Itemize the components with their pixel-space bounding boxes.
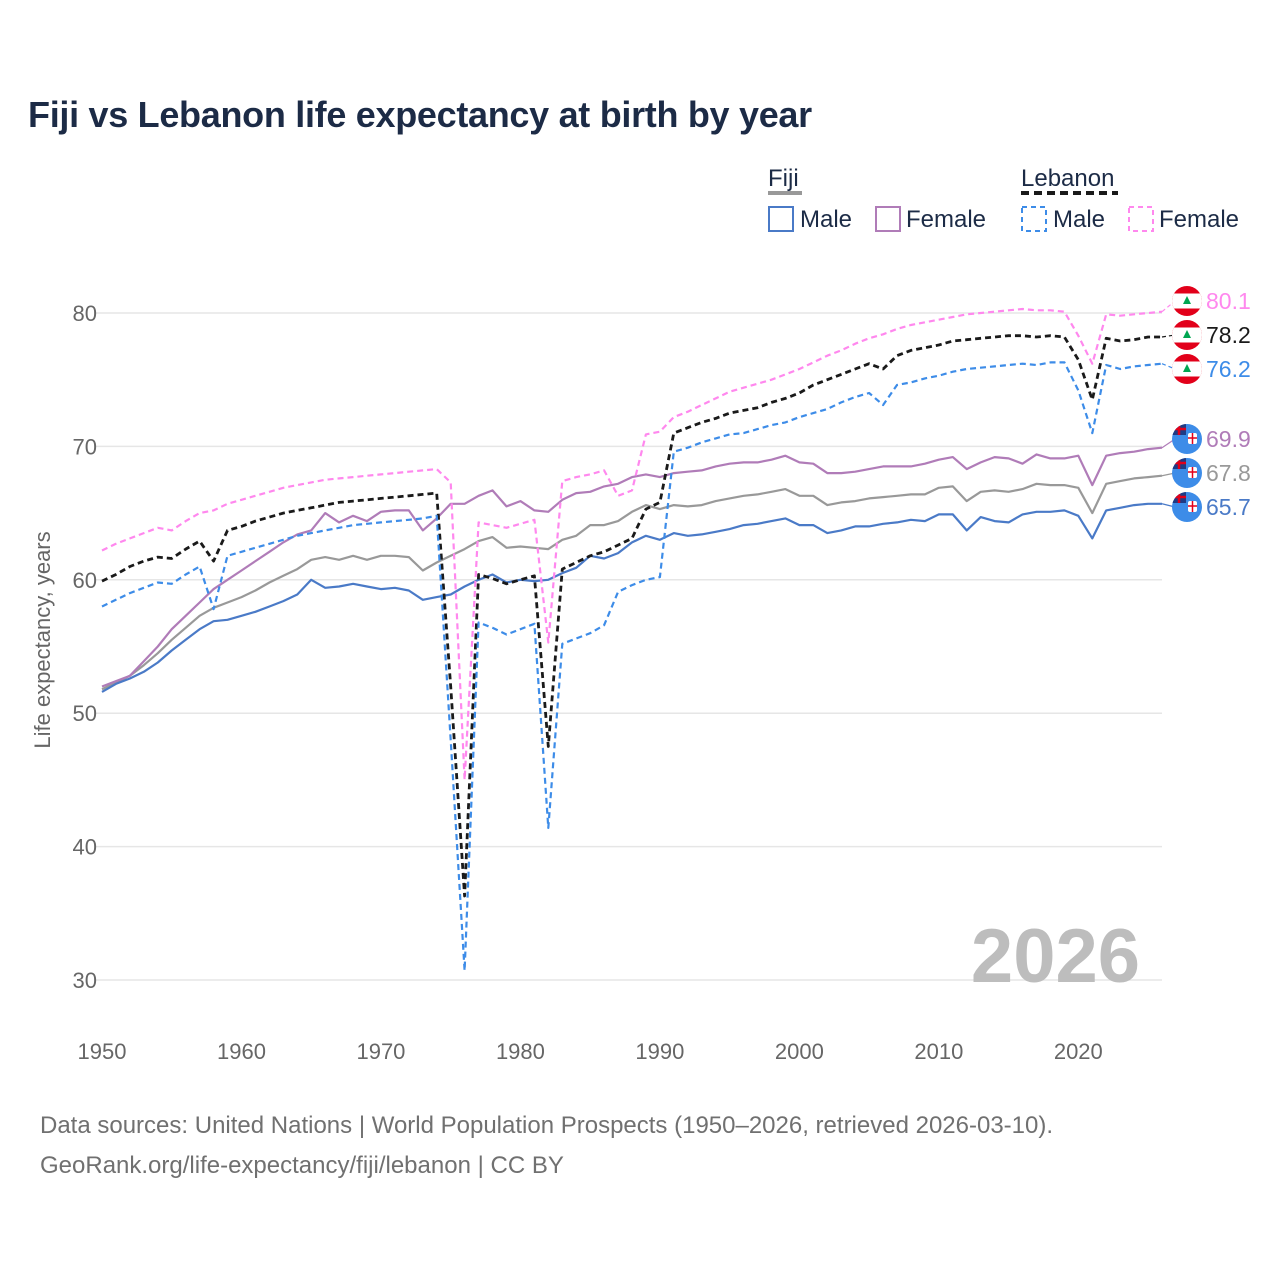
legend-fiji-title: Fiji [768, 165, 799, 192]
end-label-connector [1161, 363, 1176, 370]
end-labels: 80.1 78.2 76.2 69.9 67.8 65.7 [1161, 286, 1251, 522]
life-expectancy-chart: 30 40 50 60 70 80 1950 1960 1970 1980 1990 2000 201… [30, 165, 1251, 1064]
y-axis-ticks: 30 40 50 60 70 80 [73, 301, 97, 993]
end-label-value: 80.1 [1206, 288, 1251, 314]
legend-group-fiji[interactable]: Fiji Male Female [768, 165, 986, 233]
series-line-lebanon-male[interactable] [101, 361, 1163, 972]
x-tick-2010: 2010 [914, 1039, 963, 1064]
y-tick-30: 30 [73, 968, 97, 993]
y-tick-50: 50 [73, 701, 97, 726]
legend-lebanon-male-label: Male [1053, 206, 1105, 233]
chart-title: Fiji vs Lebanon life expectancy at birth… [28, 94, 812, 135]
legend-lebanon-female-swatch[interactable] [1128, 206, 1154, 232]
series-line-fiji-male[interactable] [101, 502, 1162, 693]
y-tick-70: 70 [73, 434, 97, 459]
year-watermark: 2026 [971, 914, 1140, 999]
data-source-text: Data sources: United Nations | World Pop… [40, 1112, 1054, 1139]
credit-link[interactable]: GeoRank.org/life-expectancy/fiji/lebanon… [40, 1152, 564, 1179]
end-label-value: 65.7 [1206, 494, 1251, 520]
legend-lebanon-title: Lebanon [1021, 165, 1114, 192]
series-lines [101, 307, 1163, 972]
fiji-flag-icon [1172, 424, 1202, 454]
y-tick-40: 40 [73, 835, 97, 860]
end-label-fiji-total: 67.8 [1161, 458, 1251, 488]
y-tick-60: 60 [73, 568, 97, 593]
series-line-lebanon-female[interactable] [101, 307, 1163, 781]
end-label-value: 69.9 [1206, 426, 1251, 452]
end-label-lebanon-female: 80.1 [1161, 286, 1251, 316]
x-tick-1970: 1970 [356, 1039, 405, 1064]
series-line-fiji-total[interactable] [101, 474, 1163, 691]
y-axis-label: Life expectancy, years [30, 531, 55, 748]
fiji-flag-icon [1172, 492, 1202, 522]
grid-lines [96, 312, 1162, 981]
legend-fiji-male-label: Male [800, 206, 852, 233]
lebanon-flag-icon [1172, 320, 1202, 350]
legend: Fiji Male Female Lebanon Male Female [768, 165, 1239, 233]
lebanon-flag-icon [1172, 286, 1202, 316]
series-line-fiji-female[interactable] [101, 446, 1163, 688]
end-label-value: 76.2 [1206, 356, 1251, 382]
x-tick-1950: 1950 [78, 1039, 127, 1064]
end-label-value: 67.8 [1206, 460, 1251, 486]
legend-fiji-female-swatch[interactable] [875, 206, 901, 232]
x-tick-1990: 1990 [635, 1039, 684, 1064]
x-tick-1980: 1980 [496, 1039, 545, 1064]
end-label-value: 78.2 [1206, 322, 1251, 348]
x-tick-1960: 1960 [217, 1039, 266, 1064]
fiji-flag-icon [1172, 458, 1202, 488]
footer: Data sources: United Nations | World Pop… [40, 1106, 1053, 1186]
end-label-fiji-female: 69.9 [1161, 424, 1251, 454]
legend-lebanon-male-swatch[interactable] [1021, 206, 1047, 232]
legend-fiji-female-label: Female [906, 206, 986, 233]
legend-fiji-male-swatch[interactable] [768, 206, 794, 232]
end-label-lebanon-male: 76.2 [1161, 354, 1251, 384]
y-tick-80: 80 [73, 301, 97, 326]
x-tick-2000: 2000 [775, 1039, 824, 1064]
legend-group-lebanon[interactable]: Lebanon Male Female [1021, 165, 1239, 233]
legend-lebanon-female-label: Female [1159, 206, 1239, 233]
end-label-lebanon-total: 78.2 [1161, 320, 1251, 350]
x-axis-ticks: 1950 1960 1970 1980 1990 2000 2010 2020 [78, 1039, 1103, 1064]
x-tick-2020: 2020 [1054, 1039, 1103, 1064]
end-label-fiji-male: 65.7 [1161, 492, 1251, 522]
lebanon-flag-icon [1172, 354, 1202, 384]
series-line-lebanon-total[interactable] [101, 334, 1162, 898]
